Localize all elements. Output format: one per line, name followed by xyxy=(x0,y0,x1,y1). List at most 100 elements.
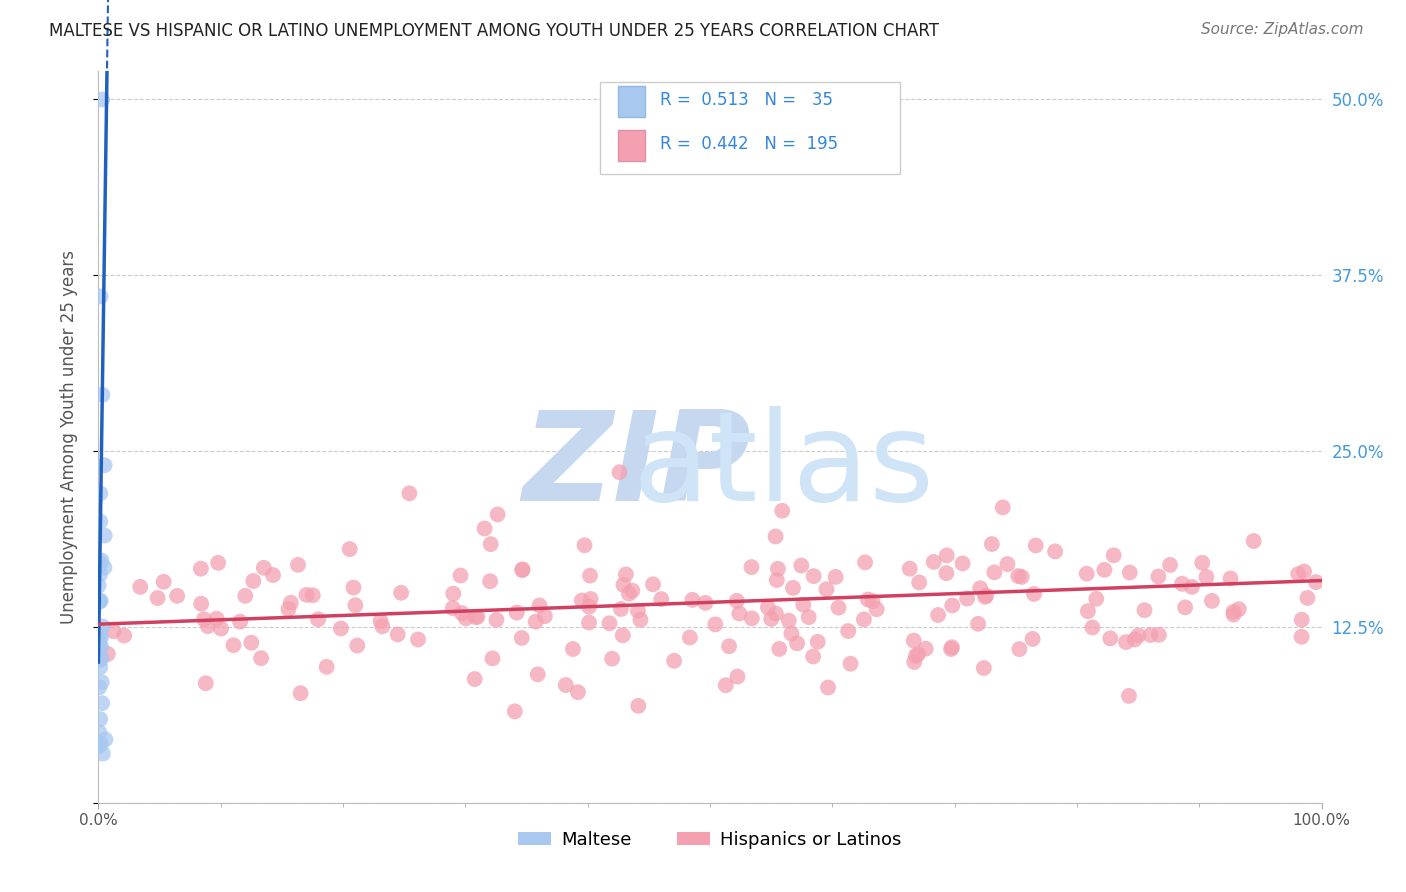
Point xyxy=(467,609,489,624)
Point xyxy=(695,596,717,610)
Point xyxy=(529,599,551,613)
Point xyxy=(922,555,945,569)
Point xyxy=(578,599,600,614)
Point xyxy=(941,640,963,655)
Point xyxy=(205,612,228,626)
Point xyxy=(93,458,115,473)
Point xyxy=(253,561,276,575)
Point xyxy=(571,593,593,607)
Point xyxy=(839,657,862,671)
Point xyxy=(1077,604,1099,618)
Point xyxy=(770,504,793,518)
Point xyxy=(91,747,114,761)
Point xyxy=(627,604,650,618)
Point xyxy=(600,651,623,665)
Point xyxy=(1021,632,1043,646)
Point xyxy=(194,676,217,690)
Point xyxy=(898,562,921,576)
Point xyxy=(681,593,703,607)
Point xyxy=(939,642,962,657)
Point xyxy=(387,627,409,641)
Point xyxy=(451,606,474,620)
Point xyxy=(389,586,412,600)
Point xyxy=(1102,549,1125,563)
Point xyxy=(612,628,634,642)
Point xyxy=(97,647,120,661)
Point xyxy=(464,610,486,624)
Point xyxy=(786,636,808,650)
Point xyxy=(474,521,496,535)
Point xyxy=(765,607,787,621)
Point xyxy=(903,655,925,669)
Point xyxy=(91,388,114,402)
Point xyxy=(89,555,111,569)
Point xyxy=(503,705,526,719)
Point xyxy=(718,639,741,653)
Point xyxy=(526,667,548,681)
Bar xyxy=(619,130,645,161)
Point xyxy=(87,578,110,592)
Point xyxy=(679,631,702,645)
Point xyxy=(190,597,212,611)
Point xyxy=(815,582,838,597)
Point xyxy=(510,563,533,577)
Point xyxy=(579,568,602,582)
Point xyxy=(441,587,464,601)
Point xyxy=(89,594,111,608)
Point xyxy=(90,553,112,567)
Point xyxy=(1195,570,1218,584)
Point xyxy=(512,562,534,576)
Point xyxy=(89,289,111,303)
Y-axis label: Unemployment Among Youth under 25 years: Unemployment Among Youth under 25 years xyxy=(59,250,77,624)
Point xyxy=(866,602,889,616)
Point xyxy=(1291,630,1313,644)
Point xyxy=(780,626,803,640)
Point xyxy=(969,582,991,596)
Point xyxy=(766,573,789,587)
Point xyxy=(1139,628,1161,642)
Point xyxy=(630,613,652,627)
Point xyxy=(229,615,252,629)
Point xyxy=(441,601,464,615)
Point xyxy=(935,549,957,563)
Point xyxy=(704,617,727,632)
Point xyxy=(578,615,600,630)
Point xyxy=(506,606,529,620)
Point xyxy=(524,615,547,629)
Point xyxy=(89,486,111,500)
Point xyxy=(1201,594,1223,608)
Text: MALTESE VS HISPANIC OR LATINO UNEMPLOYMENT AMONG YOUTH UNDER 25 YEARS CORRELATIO: MALTESE VS HISPANIC OR LATINO UNEMPLOYME… xyxy=(49,22,939,40)
Point xyxy=(617,587,640,601)
Point xyxy=(1219,572,1241,586)
Point xyxy=(89,639,111,653)
Point xyxy=(90,640,112,654)
Point xyxy=(765,529,787,543)
Point xyxy=(907,647,929,661)
Point xyxy=(89,630,111,644)
Point xyxy=(761,612,783,626)
Point xyxy=(166,589,188,603)
Point xyxy=(90,593,112,607)
Point xyxy=(481,651,503,665)
Point xyxy=(207,556,229,570)
Point xyxy=(1292,565,1315,579)
Point xyxy=(346,639,368,653)
Point xyxy=(87,739,110,754)
Point xyxy=(89,558,111,572)
Point xyxy=(89,660,111,674)
Point xyxy=(486,508,509,522)
Point xyxy=(197,619,219,633)
Point xyxy=(714,678,737,692)
Point xyxy=(103,624,125,639)
Point xyxy=(1076,566,1098,581)
Point xyxy=(797,610,820,624)
Point xyxy=(935,566,957,581)
Point xyxy=(89,595,111,609)
Point xyxy=(974,589,997,603)
Point xyxy=(209,622,232,636)
Point xyxy=(371,619,394,633)
Point xyxy=(90,631,112,645)
Point xyxy=(725,594,748,608)
Point xyxy=(790,558,813,573)
Point xyxy=(454,611,477,625)
